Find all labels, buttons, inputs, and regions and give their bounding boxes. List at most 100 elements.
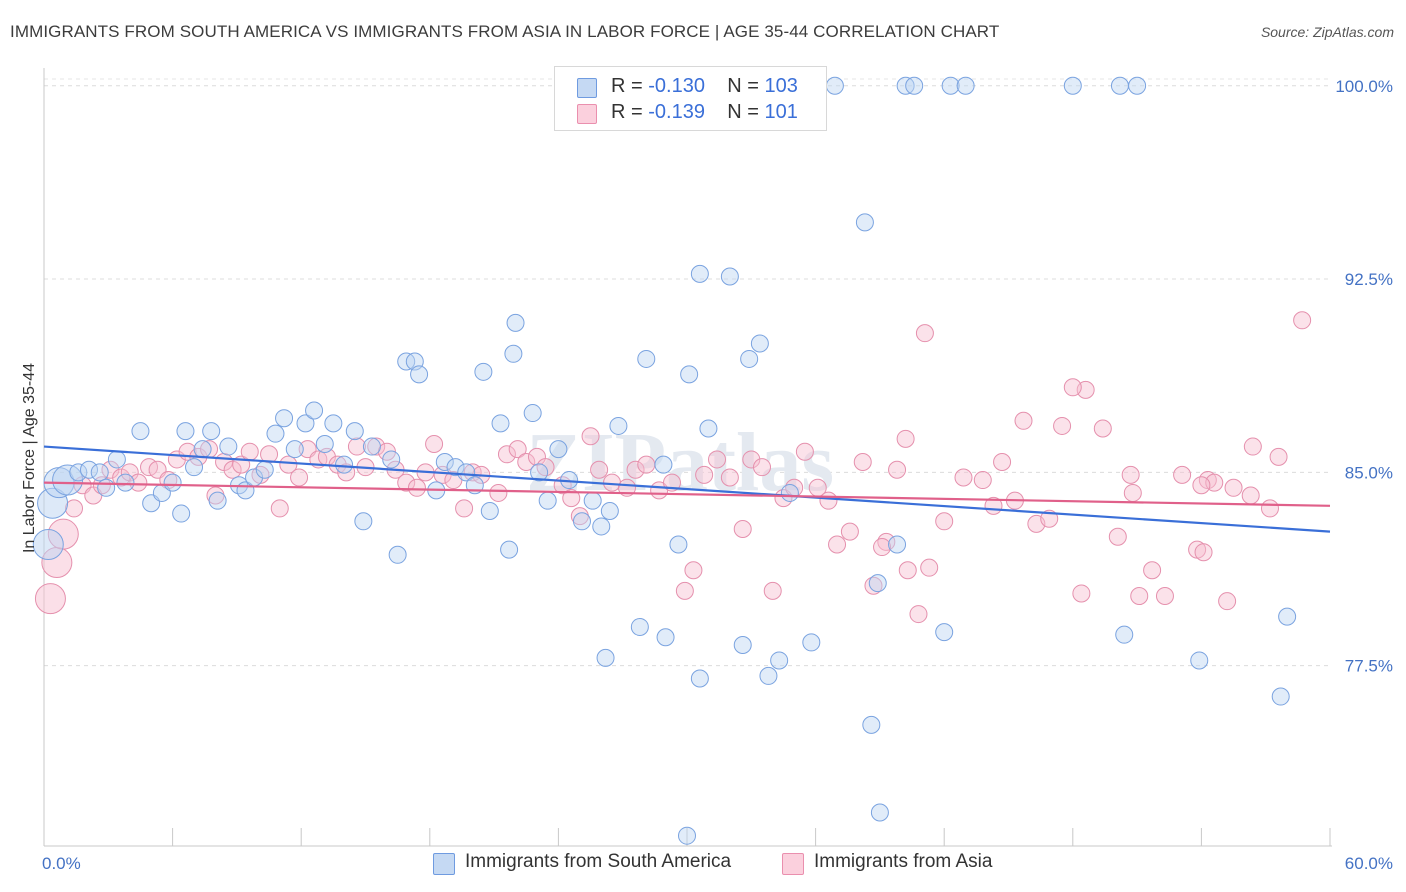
legend-r-label: R =	[611, 75, 649, 97]
south-america-point	[255, 460, 274, 479]
south-america-point	[868, 574, 887, 593]
south-america-point	[32, 528, 64, 560]
asia-point	[1194, 543, 1213, 562]
south-america-point	[600, 501, 619, 520]
asia-point	[455, 499, 474, 518]
asia-point	[367, 437, 386, 456]
asia-point	[909, 605, 928, 624]
south-america-point	[335, 455, 354, 474]
asia-point	[675, 581, 694, 600]
asia-point	[397, 473, 416, 492]
asia-point	[637, 455, 656, 474]
south-america-point	[491, 414, 510, 433]
south-america-point	[733, 635, 752, 654]
asia-point	[489, 483, 508, 502]
legend-n-value: 103	[764, 75, 798, 97]
asia-point	[1243, 437, 1262, 456]
south-america-point	[678, 826, 696, 845]
asia-point	[920, 558, 939, 577]
asia-point	[1269, 447, 1288, 466]
south-america-point	[315, 434, 334, 453]
legend-n-label: N =	[727, 101, 765, 123]
south-america-point	[296, 414, 315, 433]
asia-point	[1093, 419, 1112, 438]
south-america-point	[935, 623, 954, 642]
south-america-point	[656, 628, 675, 647]
asia-point	[1130, 587, 1149, 606]
south-america-point	[690, 669, 709, 688]
asia-point	[1014, 411, 1033, 430]
asia-point	[888, 460, 907, 479]
south-america-point	[825, 76, 844, 95]
asia-point	[65, 499, 84, 518]
bottom-legend-swatch-south-america	[433, 853, 455, 875]
south-america-point	[305, 401, 324, 420]
asia-point	[828, 535, 847, 554]
asia-point	[1121, 465, 1140, 484]
south-america-point	[1278, 607, 1297, 626]
trend-lines	[43, 445, 1331, 533]
asia-point	[915, 324, 934, 343]
south-america-point	[208, 491, 227, 510]
south-america-point	[720, 267, 739, 286]
asia-point	[508, 440, 527, 459]
south-america-point	[362, 437, 381, 456]
south-america-point	[131, 422, 150, 441]
asia-point	[1143, 561, 1162, 580]
asia-point	[733, 520, 752, 539]
south-america-point	[354, 512, 373, 531]
south-america-point	[1063, 76, 1082, 95]
south-america-point	[410, 365, 429, 384]
south-america-point	[637, 349, 656, 368]
south-america-point	[592, 517, 611, 536]
legend-r-value: -0.130	[648, 75, 705, 97]
asia-point	[626, 460, 645, 479]
south-america-point	[382, 450, 401, 469]
asia-point	[898, 561, 917, 580]
south-america-point	[500, 540, 519, 559]
south-america-point	[1115, 625, 1134, 644]
asia-point	[1108, 527, 1127, 546]
asia-point	[753, 458, 772, 477]
x-tick-labels: 0.0% 60.0%	[42, 854, 1393, 873]
south-america-point	[285, 440, 304, 459]
south-america-point	[480, 501, 499, 520]
asia-point	[290, 468, 309, 487]
south-america-point	[680, 365, 699, 384]
south-america-point	[750, 334, 769, 353]
south-america-point	[905, 76, 924, 95]
south-america-point	[275, 409, 294, 428]
asia-point	[873, 538, 892, 557]
asia-point	[853, 453, 872, 472]
south-america-point	[219, 437, 238, 456]
south-america-point	[1128, 76, 1147, 95]
asia-point	[279, 455, 298, 474]
asia-point	[720, 468, 739, 487]
asia-point	[1072, 584, 1091, 603]
south-america-point	[523, 404, 542, 423]
legend-swatch-south-america	[577, 78, 597, 98]
asia-point	[1040, 509, 1059, 528]
y-axis-label: In Labor Force | Age 35-44	[21, 363, 38, 553]
x-tick-label: 0.0%	[42, 854, 81, 873]
asia-point	[1224, 478, 1243, 497]
south-america-point	[609, 416, 628, 435]
south-america-point	[202, 422, 221, 441]
south-america-point	[474, 362, 493, 381]
asia-point	[581, 427, 600, 446]
south-america-point	[446, 458, 465, 477]
south-america-point	[185, 458, 204, 477]
bottom-legend-swatch-asia	[782, 853, 804, 875]
south-america-point	[1190, 651, 1209, 670]
south-america-point	[1271, 687, 1290, 706]
south-america-point	[193, 440, 212, 459]
asia-point	[1218, 592, 1237, 611]
south-america-point	[583, 491, 602, 510]
asia-point	[497, 445, 516, 464]
source-label: Source: ZipAtlas.com	[1260, 24, 1394, 40]
south-america-point	[172, 504, 191, 523]
south-america-point	[324, 414, 343, 433]
y-tick-label: 92.5%	[1345, 270, 1393, 289]
asia-point	[129, 473, 148, 492]
asia-point	[684, 561, 703, 580]
